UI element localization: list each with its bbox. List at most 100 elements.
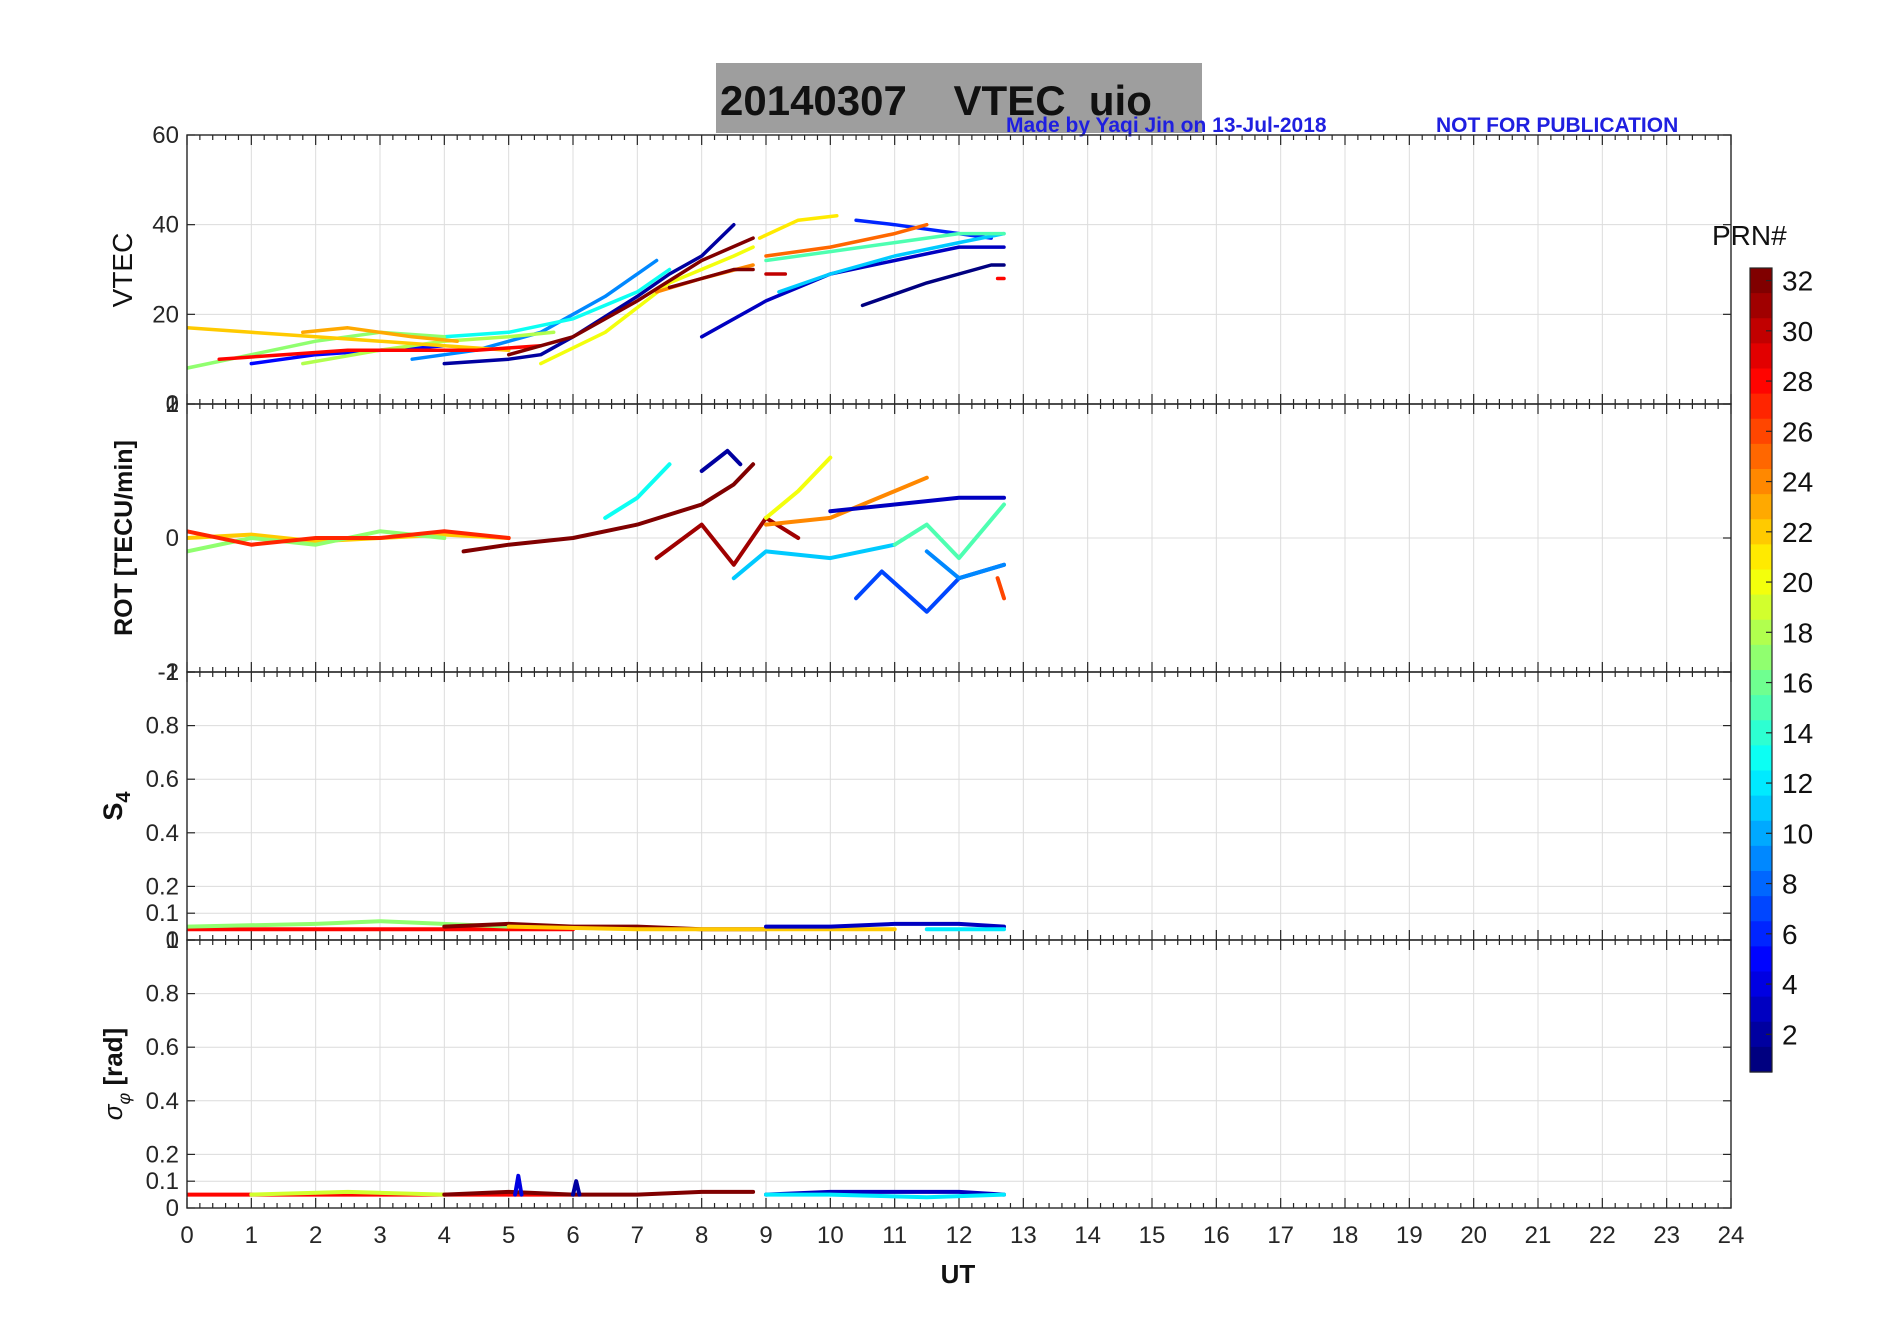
series-line-prn-20 [764, 455, 833, 520]
series-line-prn-6 [854, 218, 993, 240]
colorbar-swatch [1750, 946, 1772, 973]
y-axis-title: σφ [rad] [98, 1028, 134, 1120]
colorbar-tick-label: 2 [1782, 1019, 1798, 1050]
colorbar-swatch [1750, 293, 1772, 319]
series-line-prn-15 [892, 502, 1006, 561]
colorbar-tick-label: 26 [1782, 416, 1813, 447]
colorbar-swatch [1750, 469, 1772, 495]
colorbar-swatch [1750, 418, 1772, 445]
series-line-prn-17 [187, 919, 511, 929]
x-tick-label: 1 [245, 1222, 258, 1249]
x-tick-label: 24 [1718, 1222, 1745, 1249]
series-line-prn-24 [764, 475, 929, 527]
x-tick-label: 0 [180, 1222, 193, 1249]
colorbar-tick-label: 16 [1782, 668, 1813, 699]
series-line-prn-2 [699, 448, 743, 473]
series-line-prn-32 [667, 267, 755, 290]
colorbar-tick-label: 18 [1782, 617, 1813, 648]
y-tick-label: 0.2 [146, 1141, 179, 1168]
y-tick-label: 0.2 [146, 873, 179, 900]
series-group [187, 919, 1006, 932]
series-line-prn-4 [513, 1173, 524, 1197]
colorbar-tick-label: 28 [1782, 366, 1813, 397]
y-axis-title: ROT [TECU/min] [110, 440, 138, 636]
y-tick-label: 0.6 [146, 1034, 179, 1061]
series-line-prn-13 [442, 267, 672, 339]
colorbar-swatch [1750, 268, 1772, 294]
y-tick-label: 60 [152, 122, 179, 149]
y-tick-label: 1 [166, 927, 179, 954]
y-tick-label: 0.1 [146, 900, 179, 927]
colorbar-swatch [1750, 443, 1772, 470]
colorbar-tick-label: 20 [1782, 567, 1813, 598]
y-tick-label: -1 [158, 659, 179, 686]
y-tick-label: 0 [166, 525, 179, 552]
series-line-prn-22 [187, 326, 511, 352]
x-tick-label: 18 [1332, 1222, 1359, 1249]
colorbar-swatch [1750, 745, 1772, 772]
x-tick-label: 21 [1525, 1222, 1552, 1249]
colorbar-swatch [1750, 670, 1772, 696]
series-line-prn-2 [442, 222, 736, 366]
series-line-prn-3 [764, 921, 1006, 929]
x-tick-label: 20 [1460, 1222, 1487, 1249]
y-tick-label: 0.1 [146, 1168, 179, 1195]
colorbar-swatch [1750, 871, 1772, 897]
series-line-prn-32 [442, 1189, 756, 1197]
panel-s4: 00.10.2 0.4 0.6 0.8 1 [146, 659, 1732, 954]
y-tick-label: 0 [166, 391, 179, 418]
series-line-prn-11 [777, 231, 1006, 294]
colorbar-tick-label: 30 [1782, 316, 1813, 347]
panels: 2040600-202-1100.10.20.40.60.8100.10.20.… [98, 122, 1732, 1222]
colorbar-tick-label: 12 [1782, 768, 1813, 799]
series-line-prn-1 [860, 263, 1006, 308]
series-line-prn-25 [764, 222, 929, 258]
colorbar-frame [1749, 267, 1773, 1073]
x-tick-label: 9 [759, 1222, 772, 1249]
credit-text: Made by Yaqi Jin on 13-Jul-2018 [1006, 114, 1327, 137]
colorbar-tick-label: 10 [1782, 818, 1813, 849]
y-tick-label: 0.8 [146, 713, 179, 740]
x-tick-label: 5 [502, 1222, 515, 1249]
colorbar-swatch [1750, 971, 1772, 998]
x-tick-label: 12 [946, 1222, 973, 1249]
colorbar-swatch [1750, 896, 1772, 922]
x-tick-label: 2 [309, 1222, 322, 1249]
colorbar-label: PRN# [1712, 220, 1787, 251]
x-axis-title: UT [941, 1259, 976, 1289]
series-line-prn-20 [539, 245, 755, 366]
series-line-prn-17 [187, 529, 447, 554]
colorbar-swatch [1750, 569, 1772, 596]
colorbar-tick-label: 4 [1782, 969, 1798, 1000]
notice-text: NOT FOR PUBLICATION [1436, 114, 1678, 137]
y-tick-label: 0.4 [146, 1088, 179, 1115]
x-tick-label: 16 [1203, 1222, 1230, 1249]
x-tick-label: 13 [1010, 1222, 1037, 1249]
y-tick-label: 20 [152, 301, 179, 328]
colorbar-swatch [1750, 720, 1772, 746]
colorbar-swatch [1750, 795, 1772, 822]
panel-sigma_phi: 00.10.20.40.60.81 [146, 927, 1732, 1222]
colorbar-swatch [1750, 393, 1772, 420]
colorbar-swatch [1750, 368, 1772, 395]
y-tick-label: 1 [166, 659, 179, 686]
colorbar-swatch [1750, 544, 1772, 571]
colorbar-swatch [1750, 644, 1772, 671]
series-line-prn-2 [571, 1179, 582, 1197]
colorbar-swatch [1750, 695, 1772, 721]
series-line-prn-21 [757, 213, 839, 240]
colorbar-swatch [1750, 619, 1772, 646]
colorbar-swatch [1750, 594, 1772, 621]
x-tick-label: 23 [1653, 1222, 1680, 1249]
series-group [187, 213, 1006, 370]
series-line-prn-11 [731, 542, 897, 581]
series-line-prn-15 [764, 231, 1006, 263]
x-tick-label: 22 [1589, 1222, 1616, 1249]
series-line-prn-5 [249, 343, 447, 366]
series-line-prn-28 [217, 343, 543, 361]
x-tick-label: 8 [695, 1222, 708, 1249]
y-tick-label: 2 [166, 391, 179, 418]
colorbar-swatch [1750, 996, 1772, 1023]
